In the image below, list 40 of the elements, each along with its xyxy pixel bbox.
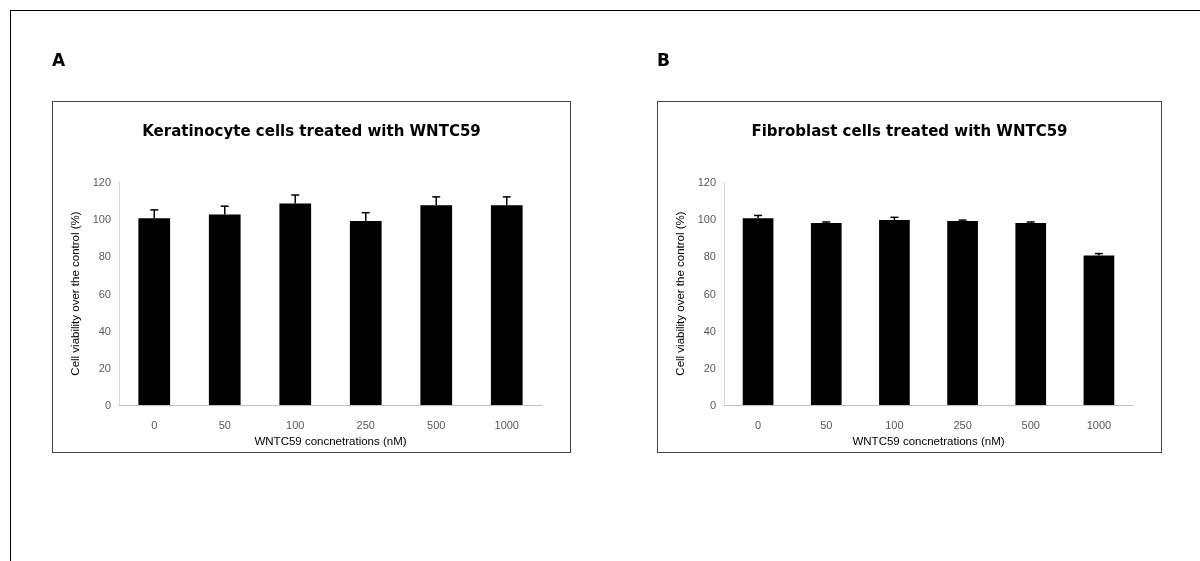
x-axis-title: WNTC59 concnetrations (nM) bbox=[254, 435, 407, 447]
y-tick-label: 100 bbox=[697, 213, 716, 226]
y-tick-label: 120 bbox=[92, 176, 111, 188]
y-tick-label: 100 bbox=[92, 213, 111, 226]
y-tick-label: 60 bbox=[98, 287, 111, 300]
chart-title: Keratinocyte cells treated with WNTC59 bbox=[142, 121, 481, 140]
y-tick-label: 40 bbox=[98, 324, 111, 337]
x-tick-label: 50 bbox=[820, 418, 833, 431]
bar bbox=[742, 218, 774, 406]
y-axis-title: Cell viability over the control (%) bbox=[674, 211, 686, 376]
y-axis-title: Cell viability over the control (%) bbox=[69, 211, 81, 376]
x-tick-label: 500 bbox=[1021, 418, 1040, 431]
y-tick-label: 60 bbox=[703, 287, 716, 300]
y-tick-label: 20 bbox=[98, 361, 111, 374]
text: A bbox=[52, 50, 66, 70]
x-axis-title: WNTC59 concnetrations (nM) bbox=[852, 435, 1005, 447]
x-tick-label: 500 bbox=[427, 418, 446, 431]
x-tick-label: 100 bbox=[286, 418, 305, 431]
x-tick-label: 1000 bbox=[1086, 418, 1112, 431]
x-tick-label: 0 bbox=[755, 418, 762, 431]
y-tick-label: 80 bbox=[703, 250, 716, 263]
bar bbox=[1015, 222, 1047, 406]
x-tick-label: 50 bbox=[218, 418, 231, 431]
y-tick-label: 0 bbox=[709, 399, 716, 412]
y-tick-label: 0 bbox=[104, 399, 111, 412]
x-tick-label: 0 bbox=[151, 418, 158, 431]
y-tick-label: 40 bbox=[703, 324, 716, 337]
chart-title: Fibroblast cells treated with WNTC59 bbox=[751, 121, 1068, 140]
x-tick-label: 1000 bbox=[494, 418, 519, 431]
bar bbox=[947, 221, 978, 406]
y-tick-label: 120 bbox=[697, 176, 716, 188]
x-tick-label: 250 bbox=[356, 418, 375, 431]
y-tick-label: 20 bbox=[703, 361, 716, 374]
x-tick-label: 100 bbox=[885, 418, 904, 431]
text: B bbox=[657, 50, 670, 70]
bar bbox=[810, 222, 842, 406]
bar bbox=[879, 220, 910, 406]
y-tick-label: 80 bbox=[98, 250, 111, 263]
bar bbox=[1083, 255, 1115, 406]
x-tick-label: 250 bbox=[953, 418, 972, 431]
